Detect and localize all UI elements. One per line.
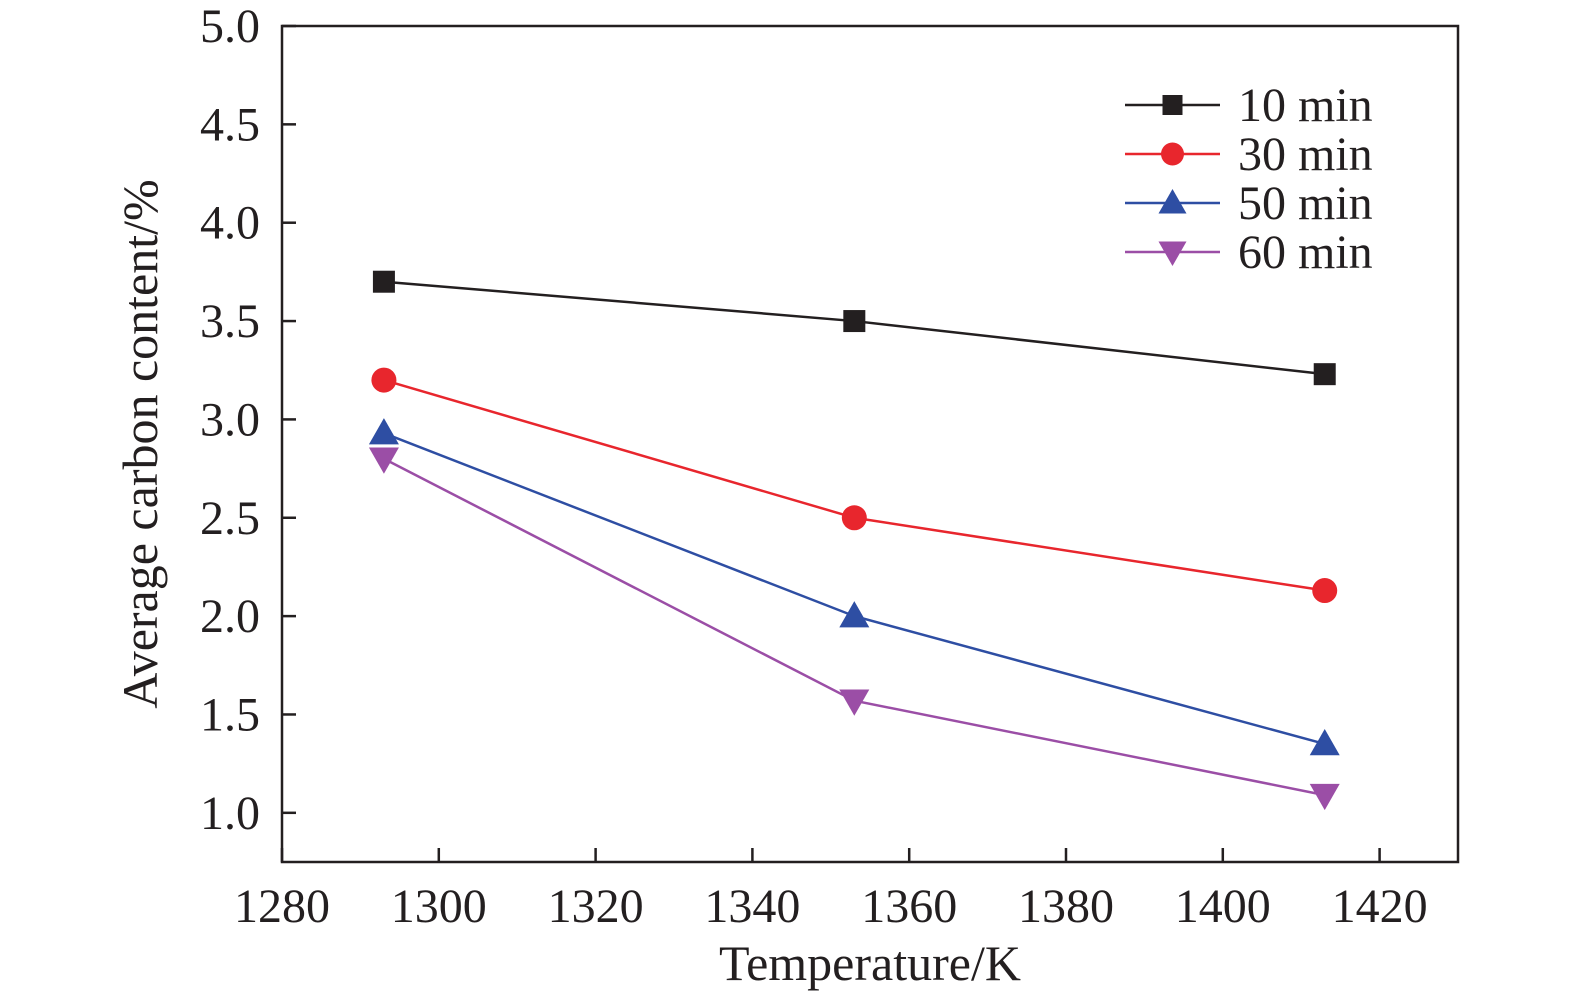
legend-marker bbox=[1162, 95, 1183, 115]
y-tick-label: 3.5 bbox=[200, 295, 260, 348]
x-axis-ticks: 1280 1300 1320 1340 1360 1380 1400 1420 bbox=[234, 848, 1428, 933]
legend-marker bbox=[1158, 189, 1187, 214]
y-tick-label: 5.0 bbox=[200, 0, 260, 53]
data-point bbox=[372, 270, 395, 293]
data-point bbox=[1312, 578, 1338, 604]
legend-marker bbox=[1158, 241, 1187, 266]
legend-label: 60 min bbox=[1238, 226, 1373, 279]
y-tick-label: 2.5 bbox=[200, 492, 260, 545]
y-tick-label: 1.0 bbox=[200, 787, 260, 840]
data-point bbox=[1313, 363, 1336, 386]
x-tick-label: 1360 bbox=[861, 880, 957, 933]
x-axis-title: Temperature/K bbox=[719, 935, 1021, 991]
legend-label: 10 min bbox=[1238, 79, 1373, 132]
y-tick-label: 1.5 bbox=[200, 688, 260, 741]
data-point bbox=[839, 601, 870, 628]
y-tick-label: 3.0 bbox=[200, 393, 260, 446]
legend-item: 10 min bbox=[1125, 79, 1373, 132]
y-tick-label: 2.0 bbox=[200, 590, 260, 643]
legend-label: 30 min bbox=[1238, 128, 1373, 181]
x-tick-label: 1420 bbox=[1332, 880, 1428, 933]
x-tick-label: 1280 bbox=[234, 880, 330, 933]
legend-item: 30 min bbox=[1125, 128, 1373, 181]
data-point bbox=[1309, 728, 1340, 756]
x-tick-label: 1300 bbox=[391, 880, 487, 933]
series-2 bbox=[368, 418, 1340, 756]
data-point bbox=[368, 447, 399, 474]
legend-item: 50 min bbox=[1125, 177, 1373, 230]
x-tick-label: 1380 bbox=[1018, 880, 1114, 933]
y-tick-label: 4.5 bbox=[200, 98, 260, 151]
x-tick-label: 1320 bbox=[548, 880, 644, 933]
y-axis-title: Average carbon content/% bbox=[112, 179, 168, 708]
data-point bbox=[841, 505, 867, 531]
plot-frame bbox=[280, 24, 1460, 864]
y-tick-label: 4.0 bbox=[200, 197, 260, 250]
data-point bbox=[843, 310, 866, 333]
x-tick-label: 1340 bbox=[704, 880, 800, 933]
y-axis-ticks: 1.0 1.5 2.0 2.5 3.0 3.5 4.0 4.5 5.0 bbox=[200, 0, 296, 840]
series-0 bbox=[372, 270, 1336, 386]
legend-marker bbox=[1161, 142, 1184, 166]
x-tick-label: 1400 bbox=[1175, 880, 1271, 933]
series-layer bbox=[368, 270, 1340, 811]
series-3 bbox=[368, 447, 1340, 811]
data-point bbox=[368, 418, 399, 445]
series-1 bbox=[371, 367, 1338, 604]
legend-label: 50 min bbox=[1238, 177, 1373, 230]
data-point bbox=[839, 689, 870, 716]
legend-item: 60 min bbox=[1125, 226, 1373, 279]
data-point bbox=[1309, 783, 1340, 811]
data-point bbox=[371, 367, 397, 393]
series-line bbox=[383, 378, 1325, 592]
